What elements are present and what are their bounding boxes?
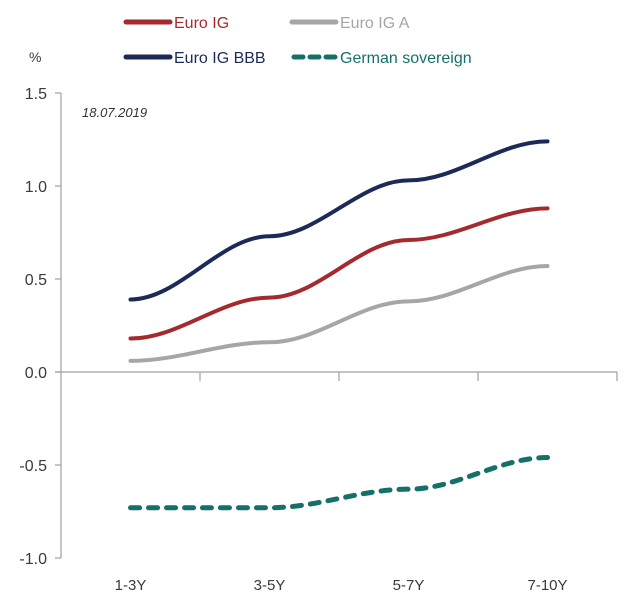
- legend-item-euro-ig-a: Euro IG A: [289, 15, 410, 32]
- x-tick-label: 5-7Y: [393, 577, 425, 594]
- legend-item-german-sovereign: German sovereign: [291, 50, 472, 67]
- x-tick-label: 1-3Y: [115, 577, 147, 594]
- series-line-german-sovereign: [128, 455, 550, 511]
- legend-item-euro-ig-bbb: Euro IG BBB: [123, 50, 266, 67]
- series-line-euro-ig: [128, 206, 550, 341]
- axes: 1.5 1.0 0.5 0.0 -0.5 -1.0 1-3Y 3-5Y 5-7Y 7-10Y: [19, 86, 618, 594]
- legend-label: German sovereign: [340, 50, 472, 67]
- y-axis-unit-label: %: [29, 49, 41, 65]
- y-tick-label: 0.5: [25, 272, 47, 289]
- y-tick-label: -0.5: [19, 458, 47, 475]
- legend-label: Euro IG BBB: [174, 50, 266, 67]
- y-tick-label: 1.0: [25, 179, 47, 196]
- y-tick-label: 0.0: [25, 365, 47, 382]
- series-line-euro-ig-a: [128, 263, 550, 363]
- x-tick-label: 3-5Y: [254, 577, 286, 594]
- date-annotation: 18.07.2019: [82, 105, 147, 120]
- series-line-euro-ig-bbb: [128, 139, 550, 302]
- legend-item-euro-ig: Euro IG: [123, 15, 229, 32]
- y-tick-label: 1.5: [25, 86, 47, 103]
- x-tick-label: 7-10Y: [527, 577, 567, 594]
- y-tick-label: -1.0: [19, 551, 47, 568]
- series-lines: [128, 139, 550, 511]
- legend: Euro IG Euro IG A Euro IG BBB German sovere…: [123, 15, 472, 67]
- legend-label: Euro IG: [174, 15, 229, 32]
- legend-label: Euro IG A: [340, 15, 410, 32]
